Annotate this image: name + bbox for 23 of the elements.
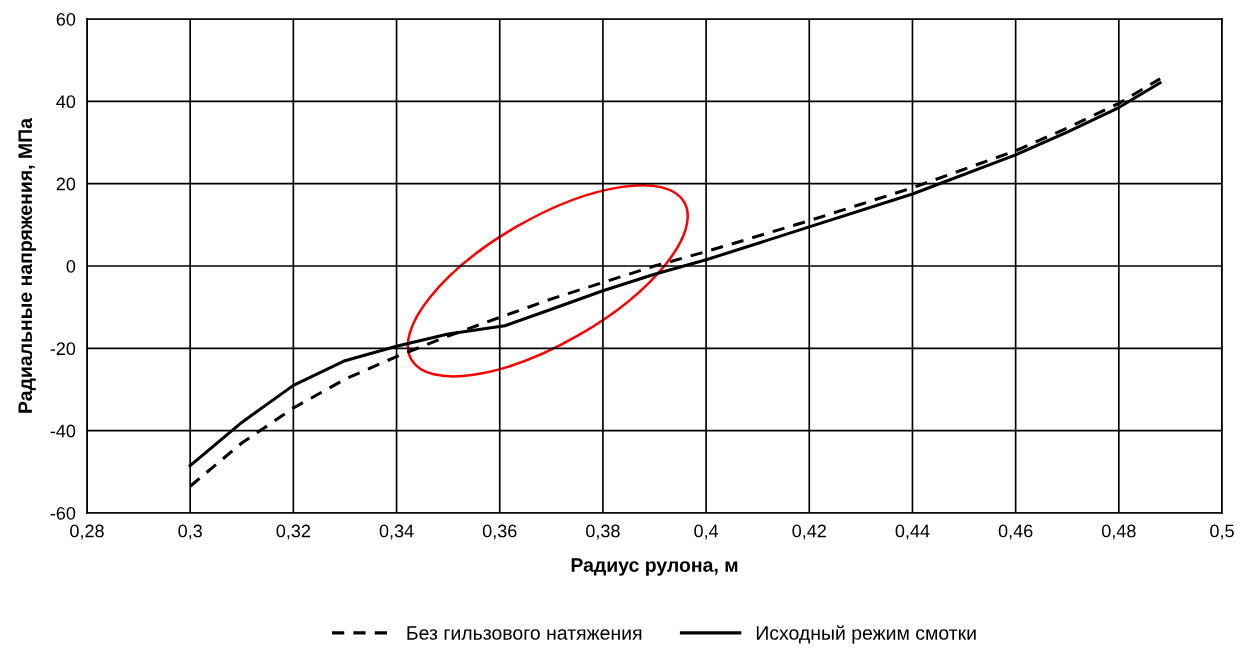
y-axis-title: Радиальные напряжения, МПа: [18, 117, 36, 413]
x-tick-label: 0,5: [1210, 524, 1234, 540]
y-tick-label: 60: [56, 12, 76, 26]
x-axis-title: Радиус рулона, м: [571, 558, 738, 576]
y-tick-label: 40: [56, 95, 76, 109]
x-tick-label: 0,32: [276, 524, 311, 540]
x-tick-label: 0,28: [70, 524, 104, 540]
y-tick-label: 20: [56, 177, 76, 191]
x-tick-label: 0,48: [1101, 524, 1136, 540]
x-tick-label: 0,34: [379, 524, 414, 540]
x-tick-label: 0,44: [895, 524, 930, 540]
legend-label: Без гильзового натяжения: [407, 626, 642, 640]
y-tick-label: 0: [66, 259, 76, 273]
y-tick-label: -60: [50, 506, 76, 520]
x-tick-label: 0,4: [694, 524, 719, 540]
x-tick-label: 0,36: [482, 524, 517, 540]
y-tick-label: -40: [50, 424, 76, 438]
y-tick-label: -20: [50, 342, 76, 356]
legend-label: Исходный режим смотки: [756, 625, 976, 644]
x-tick-label: 0,46: [998, 524, 1033, 540]
x-tick-label: 0,38: [586, 524, 620, 540]
x-tick-label: 0,3: [178, 524, 202, 540]
x-tick-label: 0,42: [792, 524, 826, 540]
